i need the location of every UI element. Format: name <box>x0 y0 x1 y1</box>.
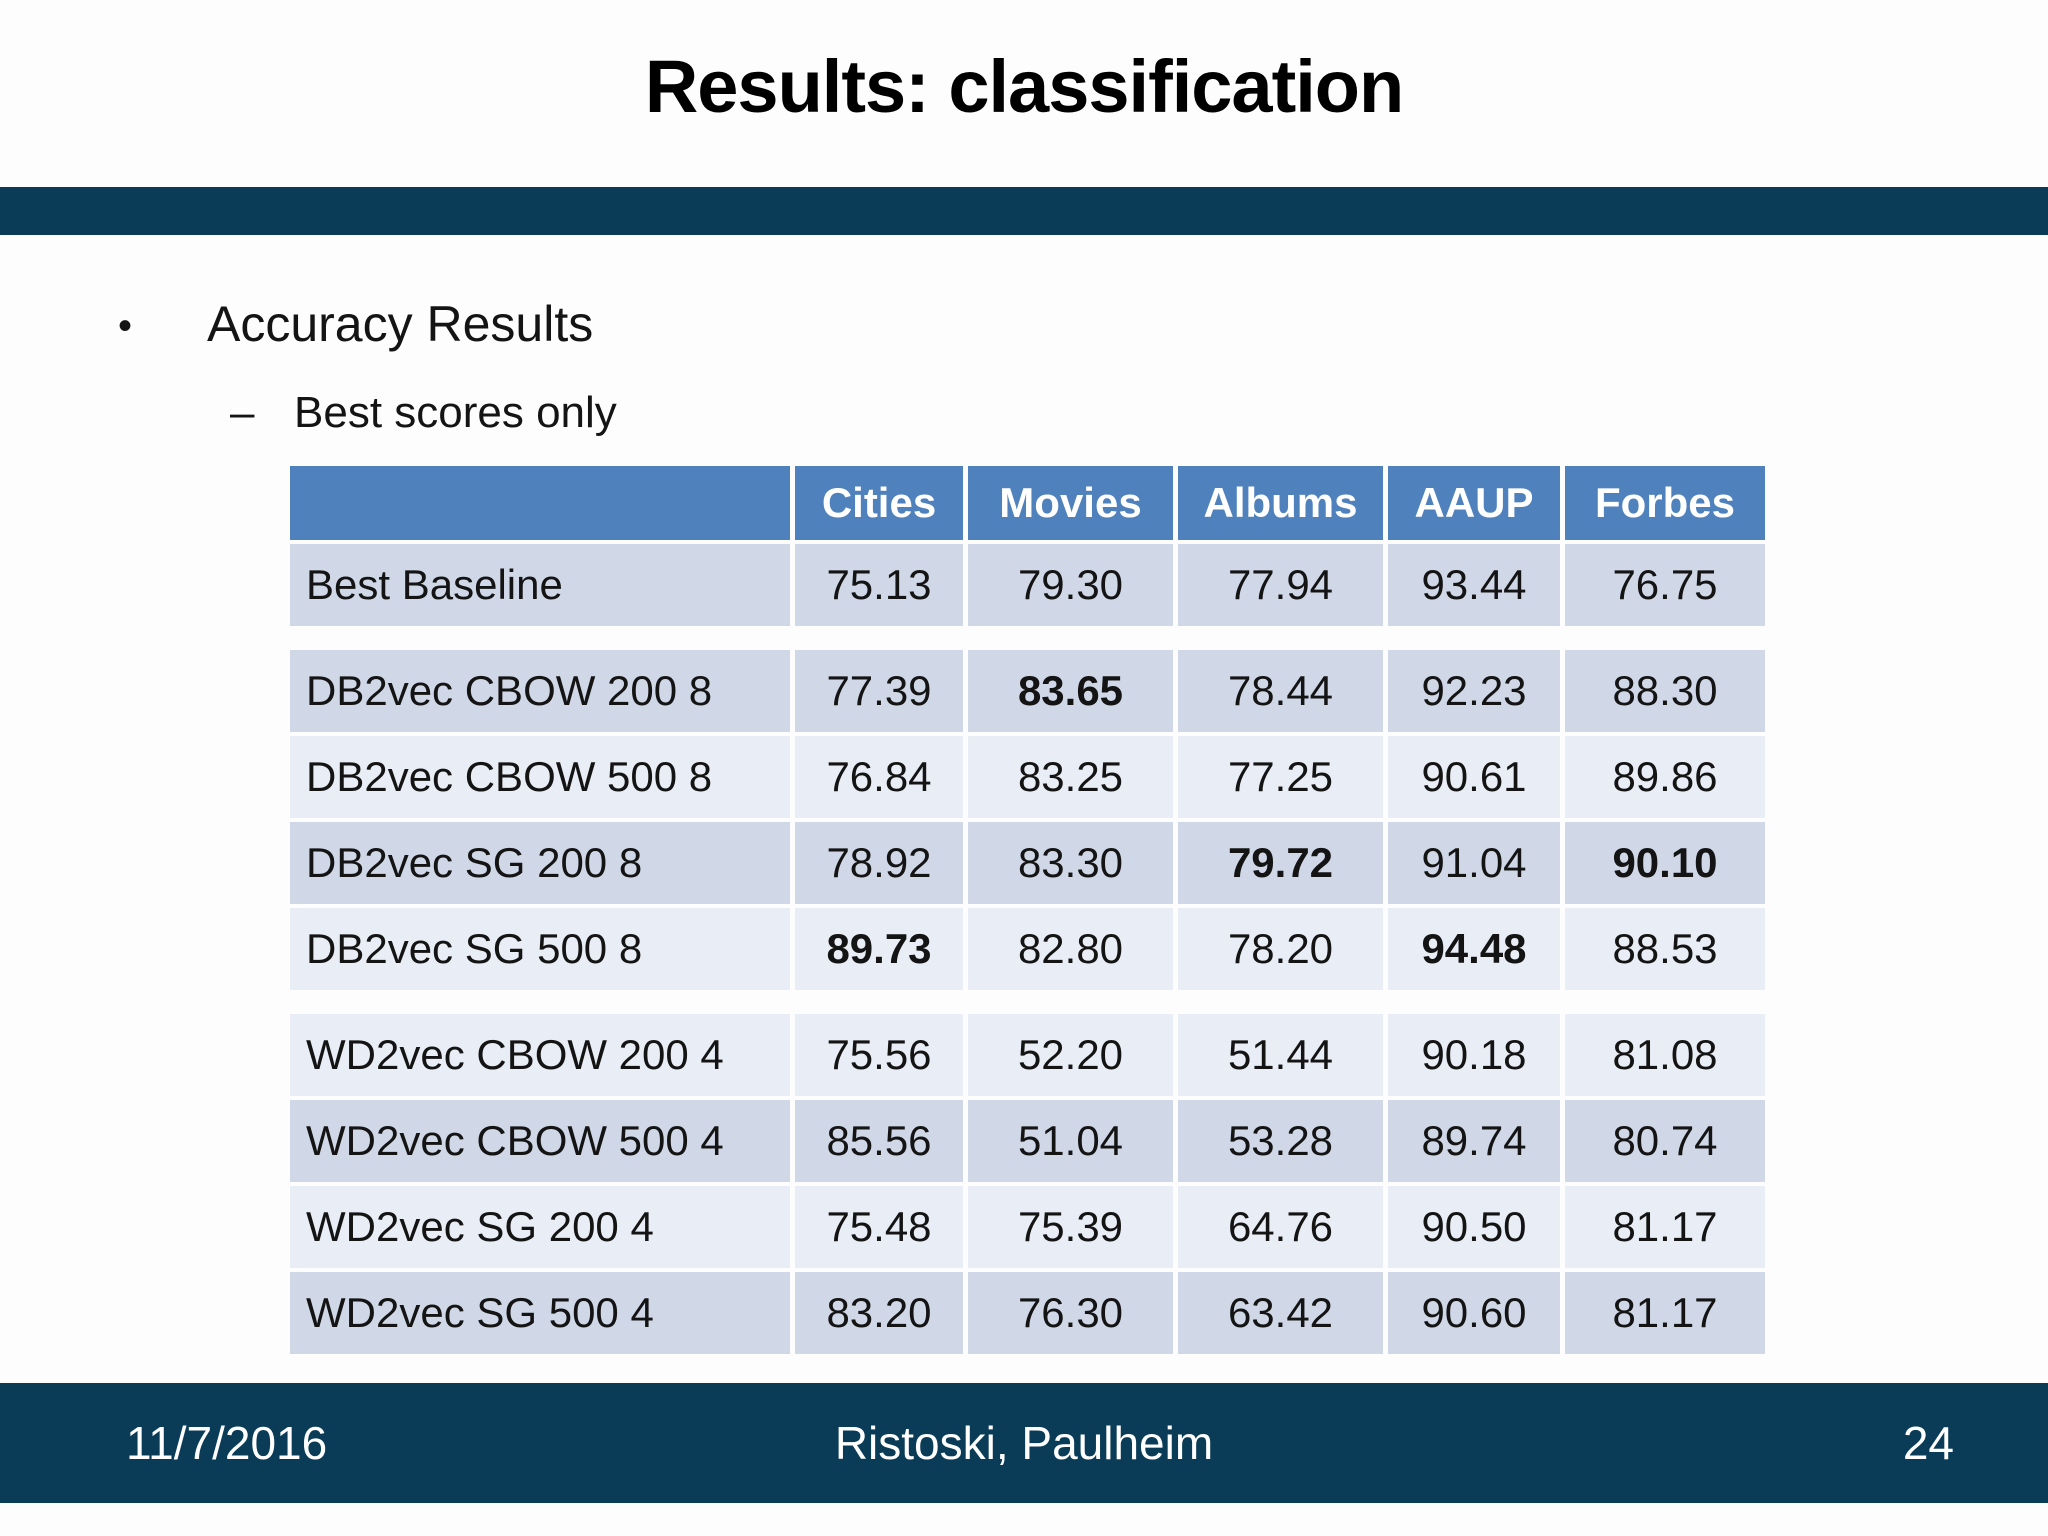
table-row: WD2vec SG 200 4 75.48 75.39 64.76 90.50 81.17 <box>290 1186 1765 1268</box>
value-cell: 78.20 <box>1178 908 1383 990</box>
table-row: WD2vec SG 500 4 83.20 76.30 63.42 90.60 81.17 <box>290 1272 1765 1354</box>
best-value-cell: 89.73 <box>795 908 963 990</box>
value-cell: 85.56 <box>795 1100 963 1182</box>
footer-date: 11/7/2016 <box>126 1417 328 1469</box>
table-spacer-row <box>290 994 1765 1010</box>
value-cell: 92.23 <box>1388 650 1560 732</box>
row-label-cell: DB2vec SG 500 8 <box>290 908 790 990</box>
spacer-cell <box>795 994 963 1010</box>
spacer-cell <box>968 994 1173 1010</box>
value-cell: 77.25 <box>1178 736 1383 818</box>
row-label-cell: WD2vec CBOW 200 4 <box>290 1014 790 1096</box>
footer-page-number: 24 <box>1902 1417 1954 1469</box>
spacer-cell <box>1565 994 1765 1010</box>
value-cell: 90.50 <box>1388 1186 1560 1268</box>
value-cell: 90.60 <box>1388 1272 1560 1354</box>
table-row: DB2vec CBOW 500 8 76.84 83.25 77.25 90.61 89.… <box>290 736 1765 818</box>
spacer-cell <box>290 994 790 1010</box>
row-label-cell: Best Baseline <box>290 544 790 626</box>
value-cell: 75.56 <box>795 1014 963 1096</box>
sub-bullet-item-best-scores: – Best scores only <box>230 382 617 444</box>
value-cell: 88.53 <box>1565 908 1765 990</box>
value-cell: 63.42 <box>1178 1272 1383 1354</box>
sub-bullet-text: Best scores only <box>294 388 617 437</box>
value-cell: 78.92 <box>795 822 963 904</box>
table-row: WD2vec CBOW 500 4 85.56 51.04 53.28 89.74 80.… <box>290 1100 1765 1182</box>
spacer-cell <box>1178 994 1383 1010</box>
table-row: DB2vec CBOW 200 8 77.39 83.65 78.44 92.23 88.… <box>290 650 1765 732</box>
spacer-cell <box>795 630 963 646</box>
value-cell: 76.75 <box>1565 544 1765 626</box>
value-cell: 51.44 <box>1178 1014 1383 1096</box>
spacer-cell <box>968 630 1173 646</box>
row-label-cell: DB2vec SG 200 8 <box>290 822 790 904</box>
value-cell: 89.74 <box>1388 1100 1560 1182</box>
value-cell: 93.44 <box>1388 544 1560 626</box>
best-value-cell: 90.10 <box>1565 822 1765 904</box>
value-cell: 79.30 <box>968 544 1173 626</box>
footer-authors: Ristoski, Paulheim <box>834 1417 1214 1469</box>
row-label-cell: WD2vec SG 500 4 <box>290 1272 790 1354</box>
value-cell: 81.08 <box>1565 1014 1765 1096</box>
column-header: AAUP <box>1388 466 1560 540</box>
table-corner-cell <box>290 466 790 540</box>
value-cell: 64.76 <box>1178 1186 1383 1268</box>
bullet-item-accuracy-results: • Accuracy Results <box>118 290 593 360</box>
page-title: Results: classification <box>644 45 1404 128</box>
value-cell: 89.86 <box>1565 736 1765 818</box>
value-cell: 88.30 <box>1565 650 1765 732</box>
value-cell: 51.04 <box>968 1100 1173 1182</box>
spacer-cell <box>1178 630 1383 646</box>
value-cell: 53.28 <box>1178 1100 1383 1182</box>
value-cell: 83.30 <box>968 822 1173 904</box>
value-cell: 83.20 <box>795 1272 963 1354</box>
value-cell: 76.84 <box>795 736 963 818</box>
table-row: Best Baseline 75.13 79.30 77.94 93.44 76.75 <box>290 544 1765 626</box>
row-label-cell: DB2vec CBOW 500 8 <box>290 736 790 818</box>
value-cell: 90.18 <box>1388 1014 1560 1096</box>
value-cell: 91.04 <box>1388 822 1560 904</box>
value-cell: 77.94 <box>1178 544 1383 626</box>
spacer-cell <box>1565 630 1765 646</box>
column-header: Forbes <box>1565 466 1765 540</box>
table-row: WD2vec CBOW 200 4 75.56 52.20 51.44 90.18 81.… <box>290 1014 1765 1096</box>
column-header: Cities <box>795 466 963 540</box>
row-label-cell: WD2vec CBOW 500 4 <box>290 1100 790 1182</box>
column-header: Albums <box>1178 466 1383 540</box>
table-spacer-row <box>290 630 1765 646</box>
table-row: DB2vec SG 500 8 89.73 82.80 78.20 94.48 88.53 <box>290 908 1765 990</box>
value-cell: 80.74 <box>1565 1100 1765 1182</box>
value-cell: 82.80 <box>968 908 1173 990</box>
table-header-row: Cities Movies Albums AAUP Forbes <box>290 466 1765 540</box>
value-cell: 81.17 <box>1565 1186 1765 1268</box>
column-header: Movies <box>968 466 1173 540</box>
value-cell: 78.44 <box>1178 650 1383 732</box>
value-cell: 52.20 <box>968 1014 1173 1096</box>
spacer-cell <box>290 630 790 646</box>
spacer-cell <box>1388 630 1560 646</box>
value-cell: 75.13 <box>795 544 963 626</box>
results-table: Cities Movies Albums AAUP Forbes Best Baseli… <box>285 462 1770 1358</box>
value-cell: 75.48 <box>795 1186 963 1268</box>
value-cell: 90.61 <box>1388 736 1560 818</box>
table-row: DB2vec SG 200 8 78.92 83.30 79.72 91.04 90.10 <box>290 822 1765 904</box>
value-cell: 76.30 <box>968 1272 1173 1354</box>
row-label-cell: WD2vec SG 200 4 <box>290 1186 790 1268</box>
value-cell: 77.39 <box>795 650 963 732</box>
best-value-cell: 79.72 <box>1178 822 1383 904</box>
spacer-cell <box>1388 994 1560 1010</box>
bullet-dash-icon: – <box>230 388 255 437</box>
footer-bar: 11/7/2016 Ristoski, Paulheim 24 <box>0 1383 2048 1503</box>
bullet-text: Accuracy Results <box>207 296 594 352</box>
value-cell: 81.17 <box>1565 1272 1765 1354</box>
value-cell: 75.39 <box>968 1186 1173 1268</box>
bullet-dot-icon: • <box>118 304 133 348</box>
best-value-cell: 83.65 <box>968 650 1173 732</box>
title-divider-bar <box>0 187 2048 235</box>
row-label-cell: DB2vec CBOW 200 8 <box>290 650 790 732</box>
value-cell: 83.25 <box>968 736 1173 818</box>
best-value-cell: 94.48 <box>1388 908 1560 990</box>
